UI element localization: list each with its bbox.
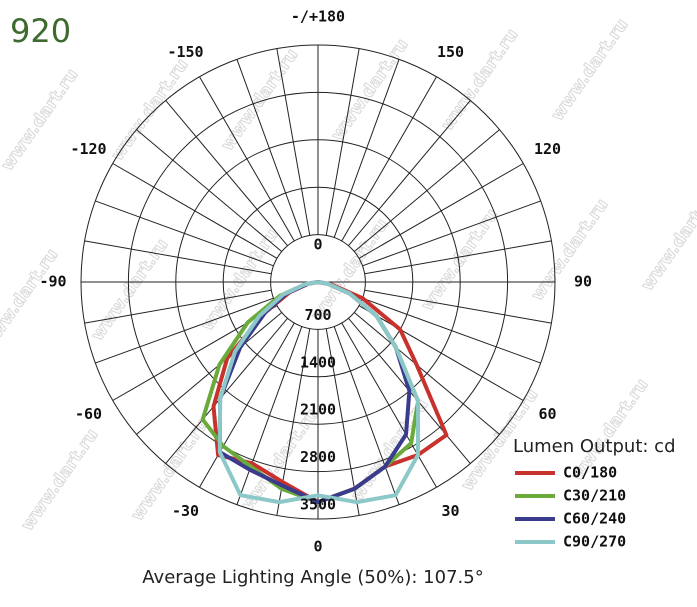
watermark: www.dart.ru [438, 25, 523, 134]
theta-tick-label: -90 [39, 273, 66, 291]
theta-tick-label: -60 [75, 405, 102, 423]
spoke [136, 312, 283, 435]
theta-tick-label: -/+180 [291, 8, 345, 26]
theta-tick-label: 30 [441, 502, 459, 520]
spoke [348, 100, 471, 247]
spoke [358, 163, 524, 259]
legend-label: C90/270 [563, 533, 626, 551]
spoke [199, 76, 295, 242]
r-tick-label: 2100 [300, 401, 336, 419]
legend-label: C60/240 [563, 510, 626, 528]
spoke [276, 48, 311, 236]
spoke [333, 59, 400, 238]
series-line [217, 280, 421, 505]
spoke [353, 312, 500, 435]
watermark: www.dart.ru [328, 35, 413, 144]
spoke [362, 297, 541, 364]
r-tick-label: 3500 [300, 496, 336, 514]
watermark: www.dart.ru [638, 185, 697, 294]
theta-tick-label: -150 [167, 43, 203, 61]
legend-label: C30/210 [563, 487, 626, 505]
theta-tick-label: -30 [172, 502, 199, 520]
theta-tick-label: 90 [574, 273, 592, 291]
spoke [341, 76, 437, 242]
theta-tick-label: 120 [534, 140, 561, 158]
theta-tick-label: -120 [70, 140, 106, 158]
theta-tick-label: 60 [538, 405, 556, 423]
spoke [353, 129, 500, 252]
spoke [362, 200, 541, 267]
subtitle: Average Lighting Angle (50%): 107.5° [142, 567, 483, 588]
theta-tick-label: 0 [313, 538, 322, 556]
spoke [325, 48, 360, 236]
watermark: www.dart.ru [418, 205, 503, 314]
spoke [165, 317, 288, 464]
polar-grid [80, 44, 556, 520]
r-tick-label: 0 [313, 236, 322, 254]
spoke [95, 200, 274, 267]
spoke [236, 326, 303, 505]
r-tick-label: 1400 [300, 353, 336, 371]
watermark: www.dart.ru [18, 425, 103, 534]
spoke [136, 129, 283, 252]
spoke [199, 322, 295, 488]
spoke [333, 326, 400, 505]
spoke [84, 289, 272, 324]
r-tick-label: 700 [304, 306, 331, 324]
watermark: www.dart.ru [0, 245, 62, 354]
spoke [165, 100, 288, 247]
spoke [325, 328, 360, 516]
watermark: www.dart.ru [88, 235, 173, 344]
watermark: www.dart.ru [548, 15, 633, 124]
legend-title: Lumen Output: cd [513, 436, 676, 457]
curves [200, 280, 449, 505]
watermark: www.dart.ru [528, 195, 613, 304]
r-tick-label: 2800 [300, 448, 336, 466]
watermark: www.dart.ru [108, 55, 193, 164]
spoke [364, 289, 552, 324]
spoke [236, 59, 303, 238]
watermark: www.dart.ru [0, 65, 82, 174]
spoke [95, 297, 274, 364]
spoke [112, 163, 278, 259]
spoke [358, 305, 524, 401]
spoke [84, 240, 272, 275]
chart-title: 920 [10, 12, 71, 50]
labels: C0/180 C30/210 C60/240 C90/270 0 700 1400 2100 2… [39, 8, 626, 556]
legend-label: C0/180 [563, 464, 617, 482]
spoke [364, 240, 552, 275]
theta-tick-label: 150 [437, 43, 464, 61]
spoke [341, 322, 437, 488]
